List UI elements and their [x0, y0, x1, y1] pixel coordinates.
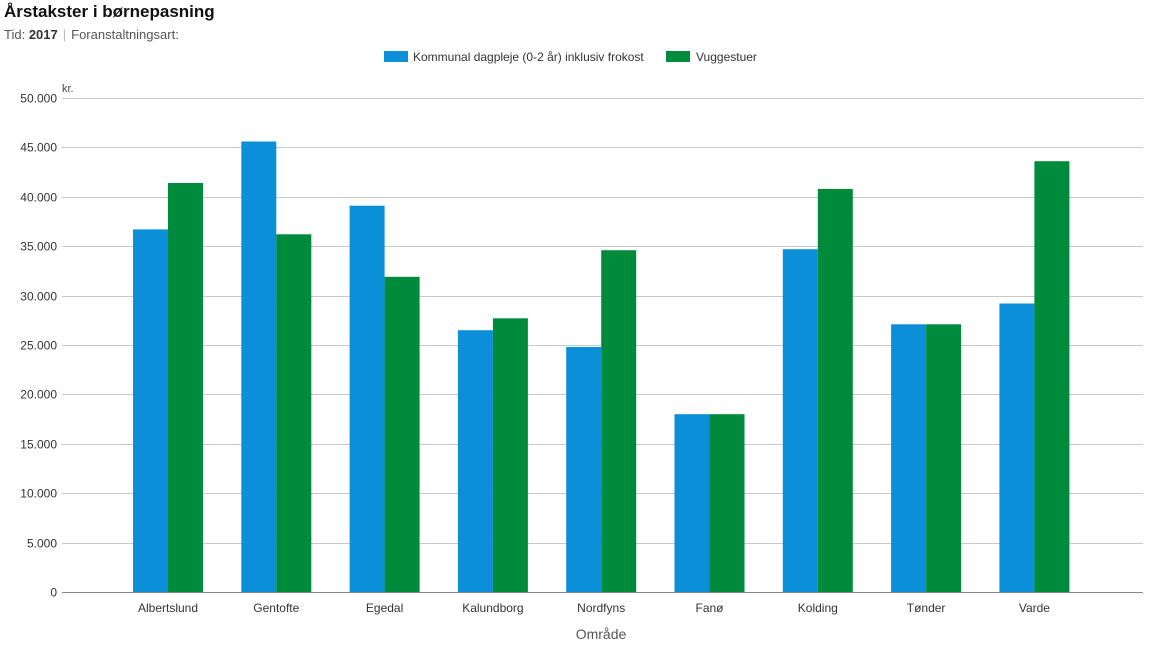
y-tick-label: 35.000 — [20, 240, 57, 254]
bar-vuggestuer-nordfyns[interactable] — [601, 250, 637, 592]
x-category-label: Nordfyns — [577, 601, 625, 615]
bar-dagpleje-albertslund[interactable] — [133, 229, 168, 592]
bar-vuggestuer-kolding[interactable] — [817, 188, 853, 592]
y-tick-label: 0 — [50, 586, 57, 600]
bar-vuggestuer-kalundborg[interactable] — [492, 318, 528, 592]
bar-dagpleje-egedal[interactable] — [349, 205, 385, 592]
bar-vuggestuer-egedal[interactable] — [384, 276, 420, 592]
x-category-label: Tønder — [907, 601, 946, 615]
y-tick-label: 10.000 — [20, 487, 57, 501]
x-category-label: Kalundborg — [462, 601, 523, 615]
x-category-label: Kolding — [798, 601, 838, 615]
legend-swatch-vuggestuer[interactable] — [666, 51, 690, 62]
bar-dagpleje-tønder[interactable] — [891, 324, 927, 592]
chart-subtitle: Tid: 2017 | Foranstaltningsart: — [4, 27, 179, 42]
y-axis-tick-labels: 0 5.000 10.000 15.000 20.000 25.000 30.000 35.0… — [20, 92, 57, 600]
y-tick-label: 50.000 — [20, 92, 57, 106]
bar-vuggestuer-gentofte[interactable] — [276, 234, 312, 593]
x-category-label: Albertslund — [138, 601, 198, 615]
y-tick-label: 20.000 — [20, 388, 57, 402]
bar-dagpleje-kalundborg[interactable] — [457, 330, 493, 592]
bar-vuggestuer-varde[interactable] — [1034, 161, 1070, 592]
x-category-label: Egedal — [366, 601, 403, 615]
x-category-label: Fanø — [695, 601, 724, 615]
bar-dagpleje-nordfyns[interactable] — [566, 347, 602, 592]
y-tick-label: 25.000 — [20, 339, 57, 353]
y-tick-label: 40.000 — [20, 191, 57, 205]
x-axis-title: Område — [576, 626, 627, 642]
bars — [133, 141, 1070, 593]
y-tick-label: 15.000 — [20, 438, 57, 452]
legend-label-vuggestuer[interactable]: Vuggestuer — [696, 50, 757, 64]
measure-label: Foranstaltningsart: — [71, 27, 179, 42]
y-tick-label: 30.000 — [20, 290, 57, 304]
y-tick-label: 45.000 — [20, 141, 57, 155]
x-category-label: Varde — [1019, 601, 1050, 615]
bar-vuggestuer-tønder[interactable] — [926, 324, 962, 592]
legend[interactable]: Kommunal dagpleje (0-2 år) inklusiv frok… — [384, 50, 757, 64]
subtitle-separator: | — [62, 27, 67, 42]
y-axis-unit: kr. — [62, 83, 74, 95]
bar-vuggestuer-fanø[interactable] — [709, 414, 745, 592]
bar-dagpleje-varde[interactable] — [999, 303, 1035, 593]
time-label: Tid: — [4, 27, 26, 42]
legend-swatch-dagpleje[interactable] — [384, 51, 408, 62]
chart-title: Årstakster i børnepasning — [4, 2, 215, 21]
bar-dagpleje-gentofte[interactable] — [241, 141, 277, 593]
x-category-label: Gentofte — [253, 601, 299, 615]
bar-dagpleje-kolding[interactable] — [782, 249, 818, 592]
legend-label-dagpleje[interactable]: Kommunal dagpleje (0-2 år) inklusiv frok… — [413, 50, 644, 64]
time-value: 2017 — [28, 27, 58, 42]
x-axis-category-labels: Albertslund Gentofte Egedal Kalundborg Nordf… — [138, 601, 1050, 615]
bar-dagpleje-fanø[interactable] — [674, 414, 710, 592]
y-tick-label: 5.000 — [27, 537, 57, 551]
bar-vuggestuer-albertslund[interactable] — [168, 183, 203, 592]
